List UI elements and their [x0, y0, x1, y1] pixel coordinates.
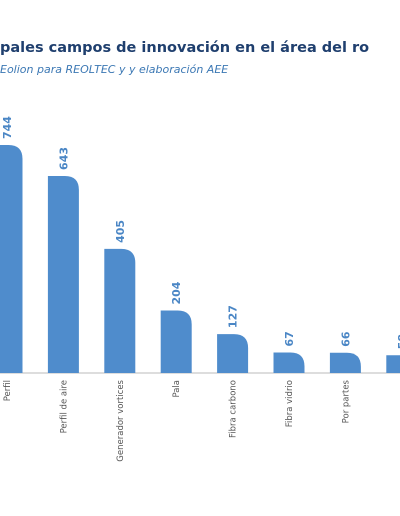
value-label: 405	[114, 220, 127, 243]
x-tick-label: Por partes	[341, 379, 351, 423]
value-label: 643	[57, 147, 70, 170]
x-tick-label: Pala	[172, 380, 182, 398]
x-tick-label: Fibra vidrio	[285, 380, 295, 427]
x-tick-label: Fibra carbono	[229, 380, 239, 438]
value-label: 744	[1, 116, 14, 139]
chart-subtitle: Eolion para REOLTEC y y elaboración AEE	[0, 63, 228, 76]
value-label: 204	[170, 281, 183, 304]
bar	[47, 175, 79, 373]
value-label: 127	[227, 305, 240, 328]
value-label: 58	[396, 334, 400, 349]
bar	[0, 145, 23, 373]
x-tick-label: Perfil de aire	[59, 380, 69, 433]
value-label: 67	[283, 331, 296, 346]
chart-title: pales campos de innovación en el área de…	[0, 40, 369, 56]
bar	[217, 334, 249, 373]
bar	[104, 248, 136, 373]
bar	[273, 352, 305, 373]
value-label: 66	[339, 331, 352, 347]
x-tick-label: Perfil	[3, 380, 13, 401]
bar	[160, 310, 192, 373]
x-tick-label: Generador vortices	[116, 379, 126, 461]
bar	[386, 355, 400, 373]
bar	[329, 352, 361, 373]
